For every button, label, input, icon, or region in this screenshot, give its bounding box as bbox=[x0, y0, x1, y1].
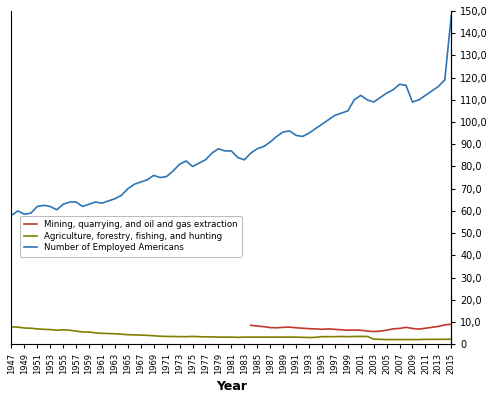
Number of Employed Americans bbox=[93, 200, 99, 204]
Number of Employed Americans bbox=[41, 203, 47, 208]
Number of Employed Americans bbox=[67, 200, 73, 204]
Number of Employed Americans bbox=[151, 173, 157, 178]
Agriculture, forestry, fishing, and hunting bbox=[151, 333, 157, 338]
Mining, quarrying, and oil and gas extraction bbox=[325, 326, 331, 331]
Mining, quarrying, and oil and gas extraction bbox=[448, 322, 454, 327]
Mining, quarrying, and oil and gas extraction bbox=[287, 325, 293, 330]
Mining, quarrying, and oil and gas extraction bbox=[436, 324, 442, 329]
Mining, quarrying, and oil and gas extraction bbox=[409, 326, 415, 331]
Agriculture, forestry, fishing, and hunting bbox=[157, 334, 163, 339]
Mining, quarrying, and oil and gas extraction bbox=[364, 329, 370, 334]
Mining, quarrying, and oil and gas extraction bbox=[403, 325, 409, 330]
Agriculture, forestry, fishing, and hunting bbox=[8, 324, 14, 329]
Mining, quarrying, and oil and gas extraction bbox=[280, 325, 286, 330]
Mining, quarrying, and oil and gas extraction bbox=[261, 324, 267, 329]
Number of Employed Americans bbox=[8, 213, 14, 218]
Mining, quarrying, and oil and gas extraction bbox=[345, 328, 351, 333]
Mining, quarrying, and oil and gas extraction bbox=[306, 326, 312, 331]
Mining, quarrying, and oil and gas extraction bbox=[390, 326, 396, 331]
Mining, quarrying, and oil and gas extraction bbox=[319, 327, 325, 332]
Mining, quarrying, and oil and gas extraction bbox=[358, 328, 364, 333]
Mining, quarrying, and oil and gas extraction bbox=[339, 327, 345, 332]
Mining, quarrying, and oil and gas extraction bbox=[267, 325, 273, 330]
Mining, quarrying, and oil and gas extraction bbox=[371, 329, 377, 334]
Mining, quarrying, and oil and gas extraction bbox=[429, 325, 435, 330]
Mining, quarrying, and oil and gas extraction bbox=[299, 326, 305, 331]
Number of Employed Americans bbox=[448, 13, 454, 18]
Number of Employed Americans bbox=[261, 144, 267, 149]
Mining, quarrying, and oil and gas extraction bbox=[332, 327, 338, 332]
Line: Number of Employed Americans: Number of Employed Americans bbox=[11, 15, 451, 215]
Line: Mining, quarrying, and oil and gas extraction: Mining, quarrying, and oil and gas extra… bbox=[251, 324, 451, 332]
Number of Employed Americans bbox=[157, 175, 163, 180]
Legend: Mining, quarrying, and oil and gas extraction, Agriculture, forestry, fishing, a: Mining, quarrying, and oil and gas extra… bbox=[20, 216, 242, 256]
Mining, quarrying, and oil and gas extraction bbox=[293, 325, 299, 330]
Mining, quarrying, and oil and gas extraction bbox=[442, 322, 448, 327]
X-axis label: Year: Year bbox=[216, 380, 247, 393]
Agriculture, forestry, fishing, and hunting bbox=[442, 337, 448, 342]
Agriculture, forestry, fishing, and hunting bbox=[384, 337, 390, 342]
Mining, quarrying, and oil and gas extraction bbox=[351, 328, 357, 332]
Agriculture, forestry, fishing, and hunting bbox=[41, 327, 47, 332]
Line: Agriculture, forestry, fishing, and hunting: Agriculture, forestry, fishing, and hunt… bbox=[11, 327, 451, 340]
Agriculture, forestry, fishing, and hunting bbox=[93, 330, 99, 335]
Mining, quarrying, and oil and gas extraction bbox=[274, 325, 280, 330]
Agriculture, forestry, fishing, and hunting bbox=[448, 337, 454, 342]
Agriculture, forestry, fishing, and hunting bbox=[261, 335, 267, 340]
Mining, quarrying, and oil and gas extraction bbox=[377, 329, 383, 334]
Mining, quarrying, and oil and gas extraction bbox=[396, 326, 402, 331]
Mining, quarrying, and oil and gas extraction bbox=[416, 327, 422, 332]
Mining, quarrying, and oil and gas extraction bbox=[422, 326, 428, 331]
Mining, quarrying, and oil and gas extraction bbox=[248, 323, 254, 328]
Mining, quarrying, and oil and gas extraction bbox=[254, 324, 260, 328]
Mining, quarrying, and oil and gas extraction bbox=[384, 328, 390, 333]
Mining, quarrying, and oil and gas extraction bbox=[312, 326, 318, 331]
